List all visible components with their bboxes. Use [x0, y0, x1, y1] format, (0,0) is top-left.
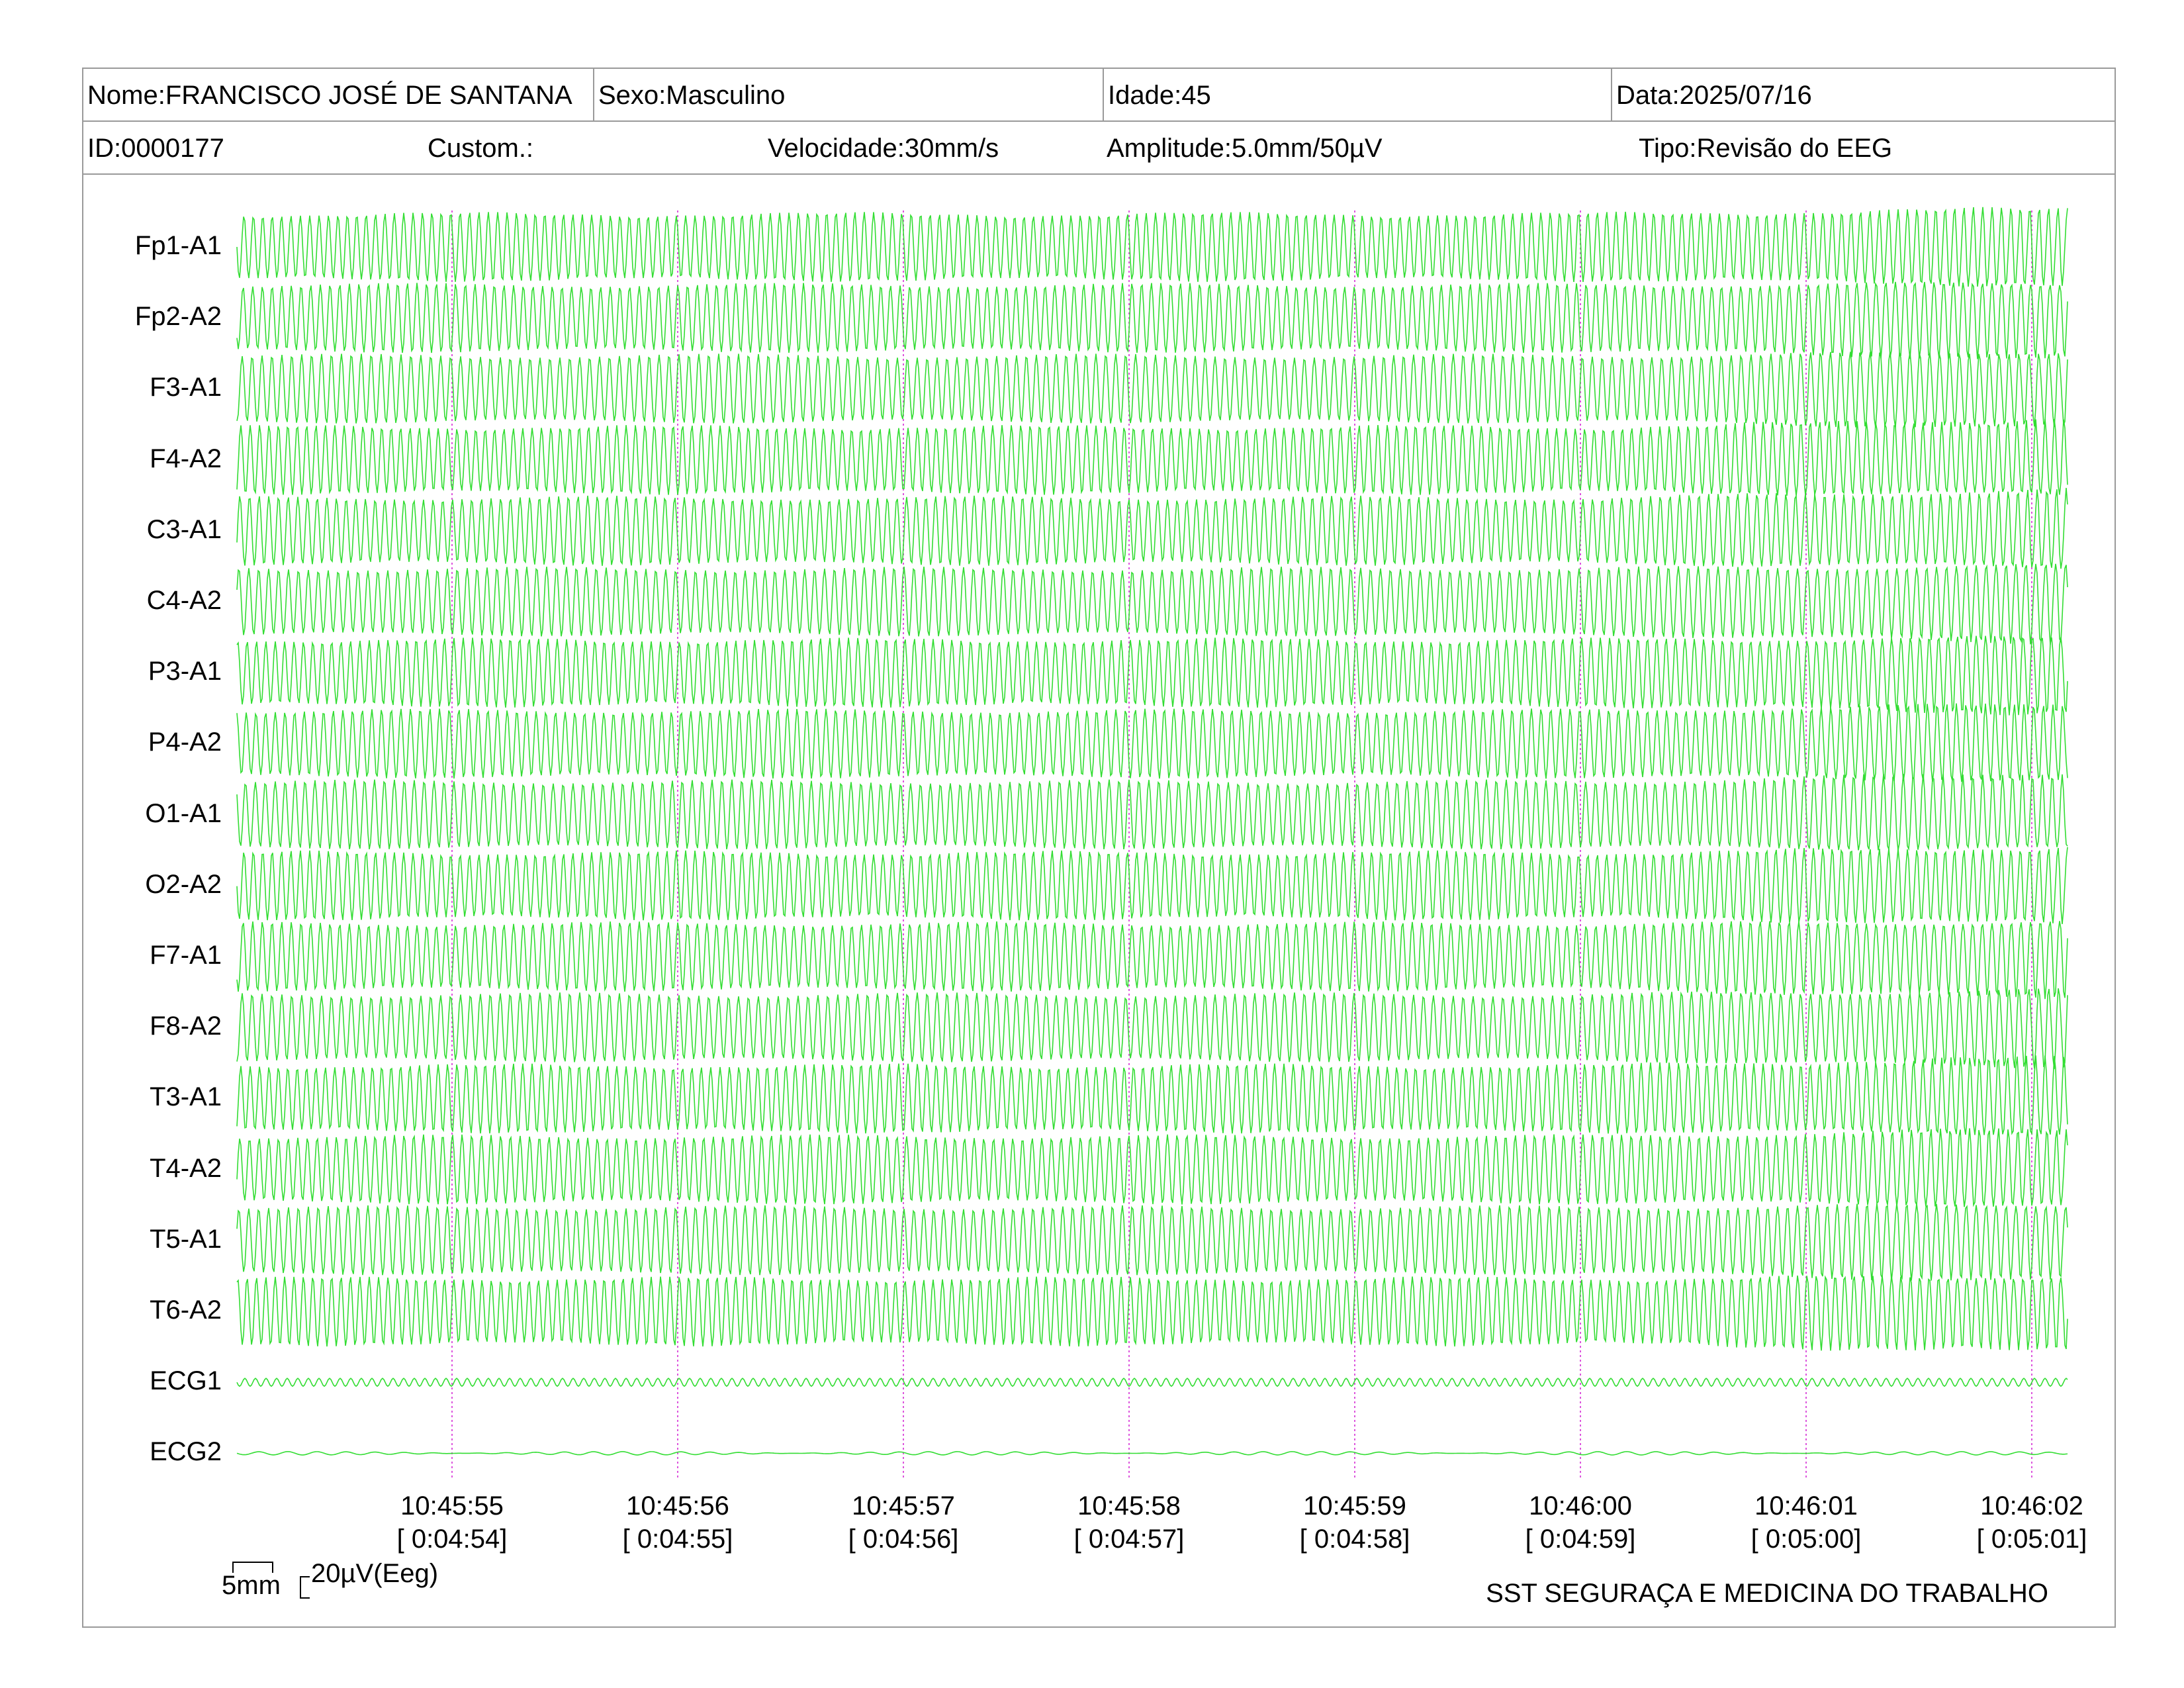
trace-t4-a2: [236, 1128, 2068, 1207]
trace-t6-a2: [236, 1275, 2068, 1351]
channel-label: F7-A1: [150, 941, 222, 970]
custom-field: Custom.:: [428, 134, 534, 163]
time-mark-label: 10:45:57[ 0:04:56]: [848, 1491, 959, 1554]
trace-f3-a1: [236, 352, 2068, 428]
record-type: Tipo:Revisão do EEG: [1639, 134, 1893, 163]
trace-p4-a2: [236, 703, 2068, 782]
record-date: Data:2025/07/16: [1611, 69, 2115, 120]
channel-label: C4-A2: [146, 586, 222, 615]
time-mark-label: 10:45:58[ 0:04:57]: [1073, 1491, 1185, 1554]
channel-label: T5-A1: [150, 1224, 222, 1254]
time-mark-label: 10:45:55[ 0:04:54]: [396, 1491, 508, 1554]
patient-name: Nome:FRANCISCO JOSÉ DE SANTANA: [87, 81, 572, 110]
trace-f4-a2: [236, 418, 2068, 496]
channel-label: O2-A2: [145, 869, 222, 899]
patient-id: ID:0000177: [87, 134, 224, 163]
channel-label: Fp2-A2: [134, 302, 222, 332]
channel-label: F3-A1: [150, 373, 222, 402]
channel-label: P4-A2: [148, 727, 222, 757]
channel-label: C3-A1: [146, 514, 222, 544]
trace-ecg2: [236, 1451, 2068, 1456]
channel-label: T6-A2: [150, 1295, 222, 1325]
patient-age: Idade:45: [1103, 69, 1611, 120]
trace-o2-a2: [236, 847, 2068, 924]
time-mark-label: 10:45:56[ 0:04:55]: [622, 1491, 733, 1554]
time-mark-label: 10:45:59[ 0:04:58]: [1299, 1491, 1410, 1554]
time-mark-label: 10:46:01[ 0:05:00]: [1751, 1491, 1862, 1554]
trace-ecg1: [236, 1378, 2068, 1387]
patient-sex: Sexo:Masculino: [593, 69, 1103, 120]
channel-label: T4-A2: [150, 1153, 222, 1183]
channel-label: F8-A2: [150, 1011, 222, 1041]
trace-o1-a1: [236, 774, 2068, 851]
time-scale-label: 5mm: [222, 1571, 281, 1600]
trace-f7-a1: [236, 921, 2068, 1000]
report-frame: Nome:FRANCISCO JOSÉ DE SANTANA Sexo:Masc…: [82, 68, 2116, 1628]
amplitude-scale-label: 20µV(Eeg): [311, 1559, 439, 1588]
trace-c4-a2: [236, 563, 2068, 645]
trace-fp1-a1: [236, 207, 2068, 287]
channel-label: P3-A1: [148, 657, 222, 686]
trace-fp2-a2: [236, 281, 2068, 359]
channel-label: ECG2: [150, 1437, 222, 1467]
company-name: SST SEGURAÇA E MEDICINA DO TRABALHO: [1486, 1579, 2048, 1608]
trace-f8-a2: [236, 988, 2068, 1070]
trace-t3-a1: [236, 1055, 2068, 1135]
channel-label: ECG1: [150, 1366, 222, 1396]
trace-c3-a1: [236, 488, 2068, 569]
trace-t5-a1: [236, 1203, 2068, 1281]
time-mark-label: 10:46:02[ 0:05:01]: [1976, 1491, 2087, 1554]
time-scale-bar: [232, 1562, 273, 1573]
amplitude-scale-bar: [300, 1576, 310, 1599]
channel-label: O1-A1: [145, 798, 222, 828]
speed-setting: Velocidade:30mm/s: [768, 134, 999, 163]
amplitude-setting: Amplitude:5.0mm/50µV: [1107, 134, 1383, 163]
recording-info-row: ID:0000177 Custom.: Velocidade:30mm/s Am…: [83, 122, 2115, 175]
channel-label: F4-A2: [150, 444, 222, 473]
patient-info-row: Nome:FRANCISCO JOSÉ DE SANTANA Sexo:Masc…: [83, 69, 2115, 122]
trace-p3-a1: [236, 635, 2068, 716]
channel-label: T3-A1: [150, 1082, 222, 1112]
time-mark-label: 10:46:00[ 0:04:59]: [1525, 1491, 1636, 1554]
channel-label: Fp1-A1: [134, 231, 222, 260]
